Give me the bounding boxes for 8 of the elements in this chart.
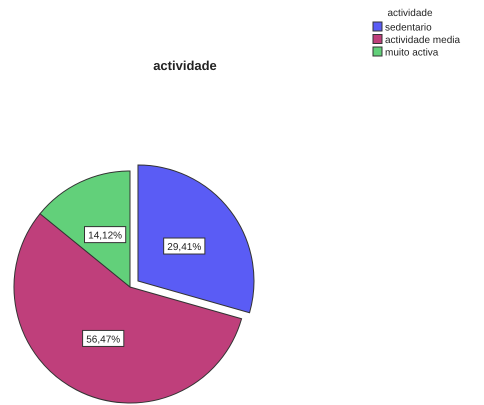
legend-label: sedentario — [385, 22, 432, 34]
legend-title: actividade — [387, 8, 433, 19]
legend-label: actividade media — [385, 35, 460, 46]
text: actividade — [153, 58, 217, 73]
data-label: 14,12% — [88, 230, 122, 242]
data-label: 29,41% — [167, 242, 202, 254]
legend-label: muito activa — [385, 48, 439, 58]
data-label: 56,47% — [86, 334, 120, 346]
